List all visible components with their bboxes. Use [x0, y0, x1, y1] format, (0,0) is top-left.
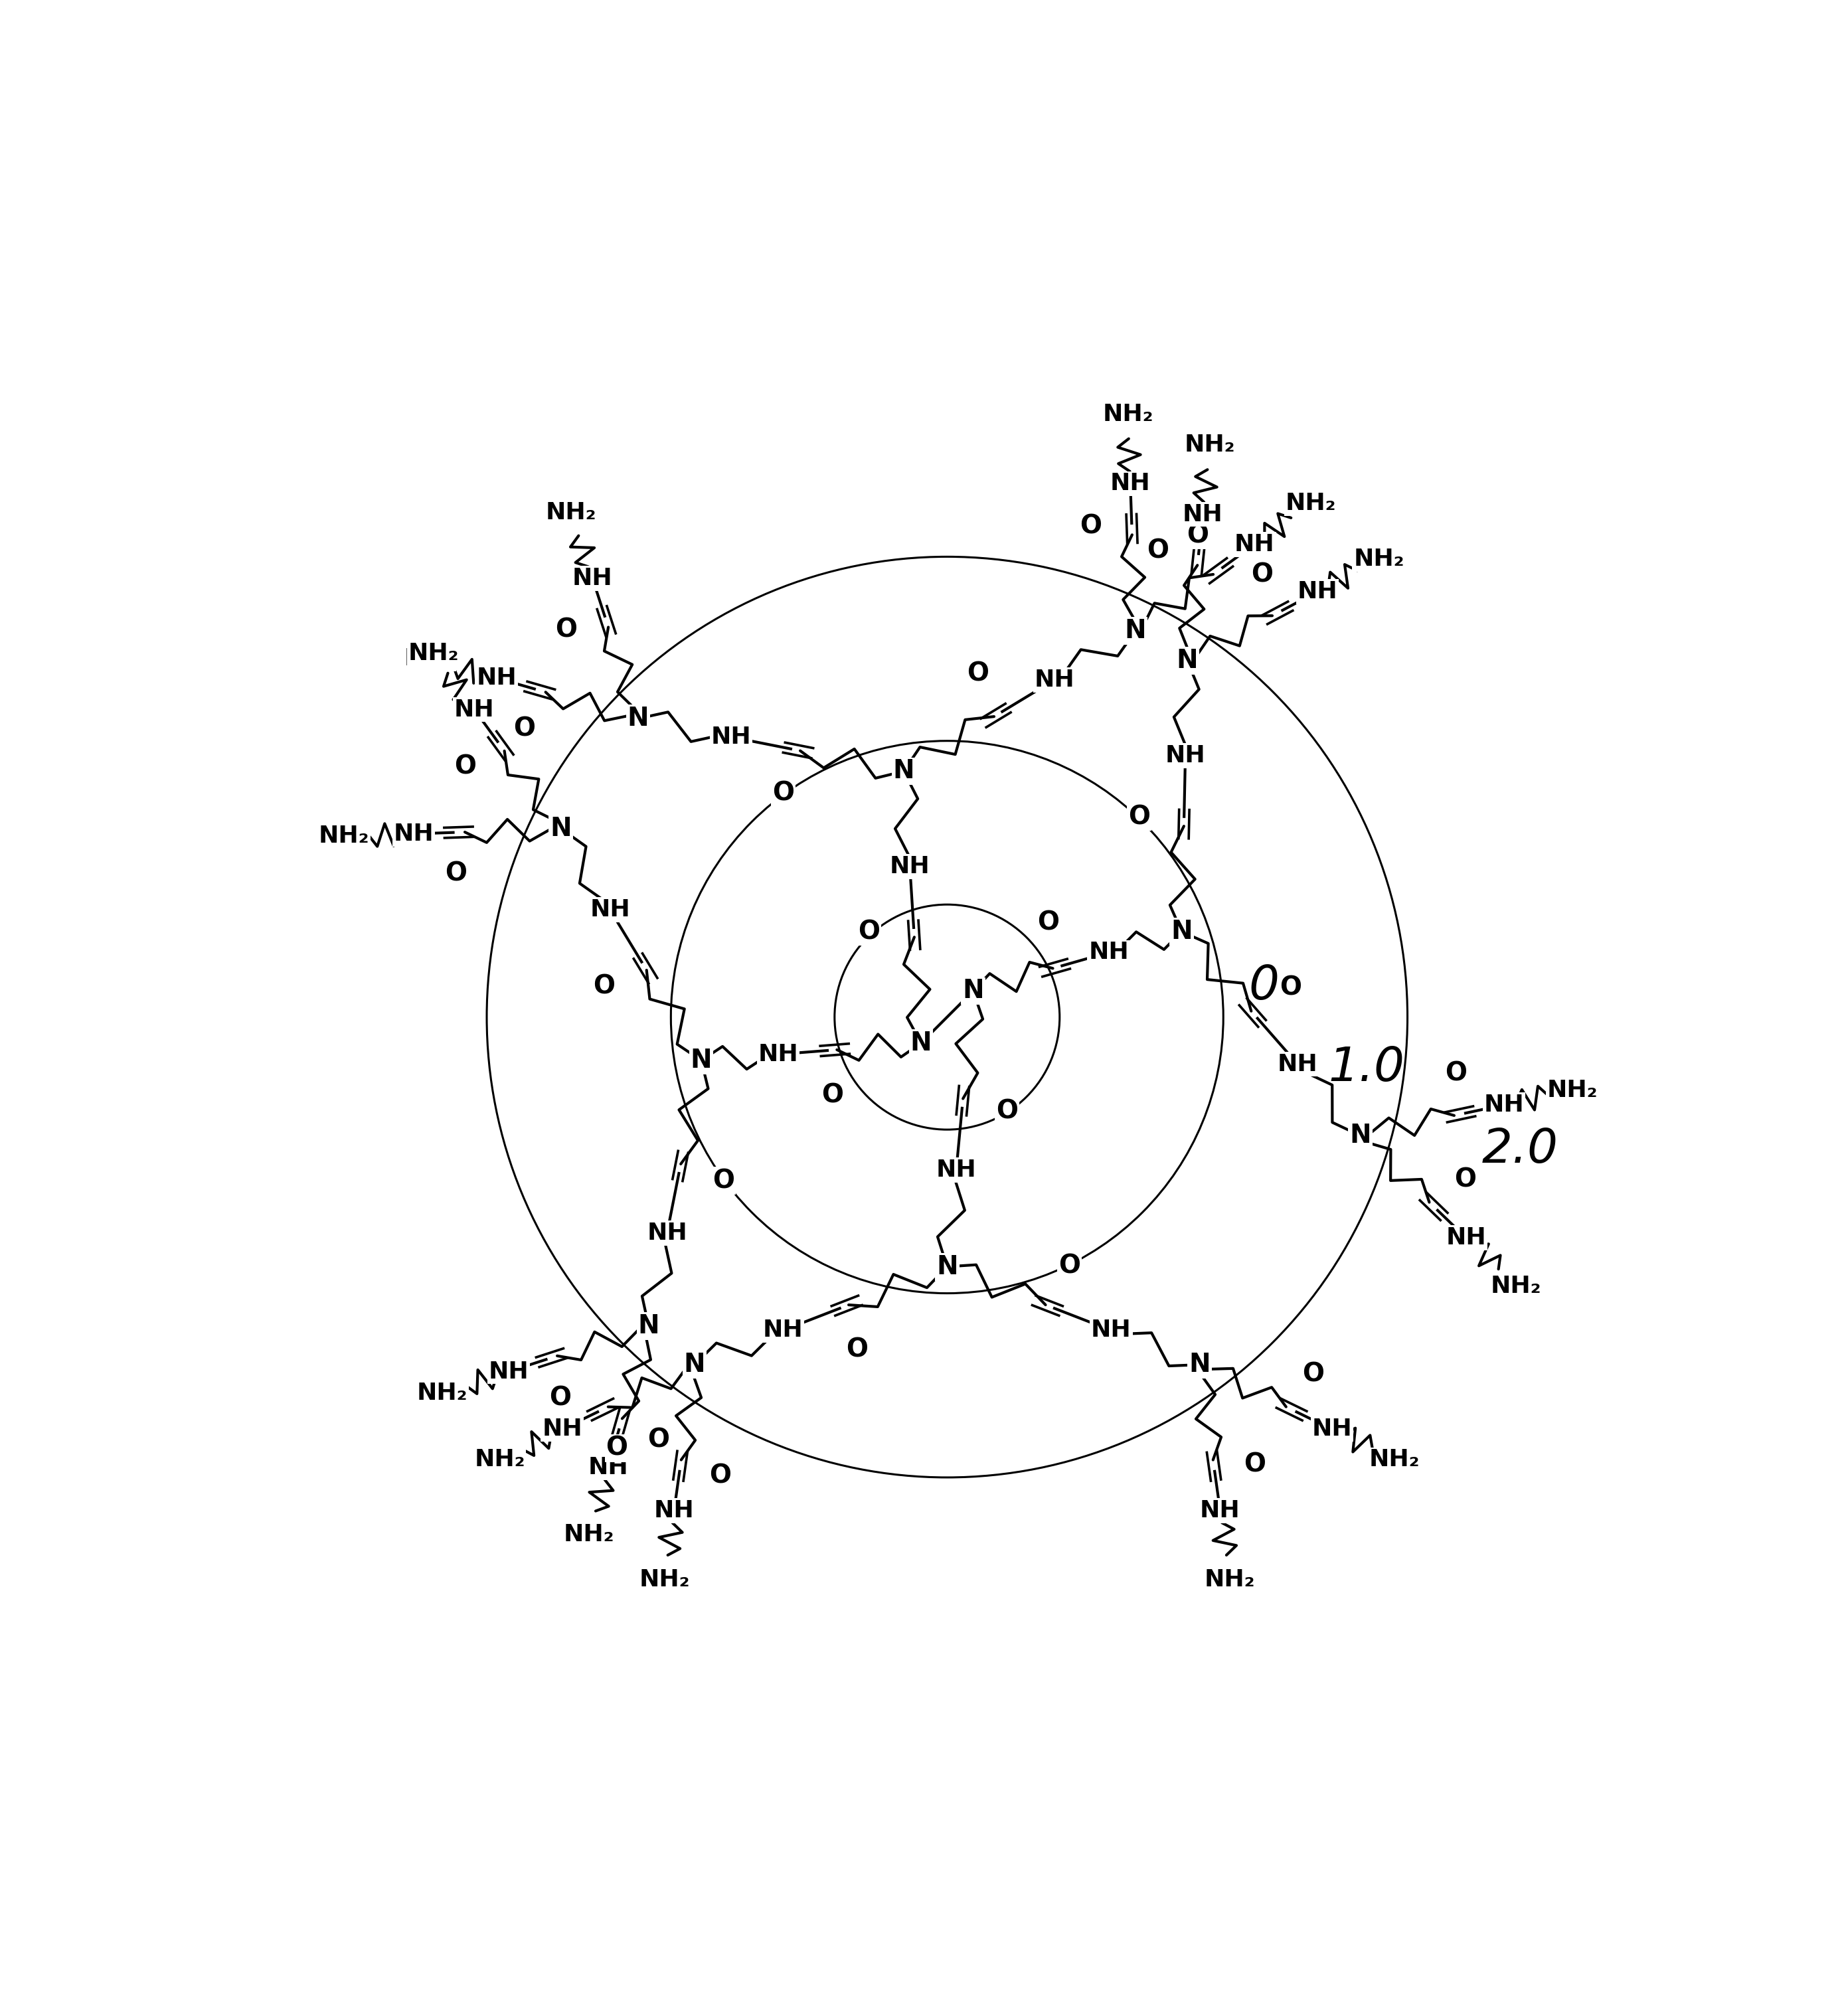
Text: NH: NH [394, 822, 434, 846]
Text: NH: NH [588, 1456, 628, 1478]
Text: NH: NH [1199, 1498, 1240, 1523]
Text: O: O [1186, 524, 1209, 548]
Text: NH: NH [1090, 1319, 1131, 1341]
Text: N: N [937, 1255, 957, 1279]
Text: N: N [911, 1031, 931, 1055]
Text: N: N [1188, 1351, 1210, 1378]
Text: N: N [1125, 618, 1146, 644]
Text: NH₂: NH₂ [320, 826, 370, 848]
Text: NH: NH [590, 898, 630, 920]
Text: NH: NH [937, 1158, 976, 1182]
Text: NH: NH [1183, 504, 1223, 526]
Text: O: O [857, 918, 880, 945]
Text: N: N [1177, 649, 1198, 673]
Text: NH₂: NH₂ [418, 1382, 468, 1404]
Text: NH: NH [477, 667, 517, 689]
Text: NH₂: NH₂ [1205, 1569, 1255, 1591]
Text: NH₂: NH₂ [564, 1523, 614, 1547]
Text: N: N [638, 1313, 660, 1339]
Text: NH: NH [1088, 941, 1129, 965]
Text: NH₂: NH₂ [545, 501, 597, 524]
Text: NH: NH [647, 1222, 687, 1245]
Text: NH: NH [455, 699, 495, 721]
Text: O: O [821, 1084, 843, 1108]
Text: O: O [1303, 1361, 1325, 1388]
Text: O: O [1454, 1168, 1477, 1192]
Text: O: O [1445, 1061, 1467, 1086]
Text: N: N [1349, 1124, 1371, 1148]
Text: 0: 0 [1249, 963, 1279, 1009]
Text: NH₂: NH₂ [1185, 433, 1236, 457]
Text: NH: NH [1484, 1094, 1525, 1116]
Text: O: O [996, 1098, 1018, 1124]
Text: O: O [1148, 538, 1168, 564]
Text: O: O [1279, 975, 1301, 1001]
Text: NH: NH [654, 1498, 695, 1523]
Text: O: O [593, 975, 615, 999]
Text: N: N [1172, 918, 1192, 945]
Text: O: O [554, 618, 577, 642]
Text: N: N [963, 979, 983, 1003]
Text: O: O [1251, 562, 1273, 588]
Text: NH₂: NH₂ [1286, 491, 1336, 516]
Text: N: N [691, 1047, 711, 1073]
Text: O: O [514, 717, 536, 741]
Text: NH₂: NH₂ [1547, 1080, 1599, 1102]
Text: NH₂: NH₂ [1103, 403, 1153, 425]
Text: O: O [647, 1428, 669, 1452]
Text: O: O [445, 860, 468, 886]
Text: O: O [1079, 514, 1101, 538]
Text: O: O [1127, 804, 1149, 830]
Text: O: O [710, 1462, 732, 1488]
Text: NH₂: NH₂ [1353, 548, 1404, 570]
Text: O: O [455, 753, 477, 779]
Text: NH₂: NH₂ [1369, 1448, 1419, 1470]
Text: NH: NH [1445, 1227, 1486, 1249]
Text: NH: NH [763, 1319, 804, 1341]
Text: O: O [772, 781, 795, 806]
Text: NH: NH [758, 1043, 798, 1065]
Text: NH: NH [1234, 534, 1275, 556]
Text: NH₂: NH₂ [408, 642, 458, 665]
Text: NH: NH [1111, 473, 1151, 495]
Text: 1.0: 1.0 [1329, 1045, 1404, 1092]
Text: O: O [846, 1337, 869, 1361]
Text: O: O [711, 1168, 734, 1194]
Text: NH₂: NH₂ [639, 1569, 689, 1591]
Text: N: N [551, 816, 571, 842]
Text: NH: NH [488, 1359, 529, 1384]
Text: NH₂: NH₂ [405, 649, 455, 671]
Text: NH: NH [1035, 669, 1074, 691]
Text: NH: NH [1277, 1053, 1318, 1075]
Text: NH: NH [889, 856, 930, 878]
Text: N: N [626, 707, 649, 731]
Text: N: N [893, 759, 915, 783]
Text: 2.0: 2.0 [1482, 1128, 1558, 1172]
Text: NH: NH [1166, 745, 1205, 767]
Text: NH: NH [541, 1418, 582, 1440]
Text: NH: NH [711, 725, 750, 749]
Text: O: O [967, 661, 989, 687]
Text: O: O [1244, 1452, 1266, 1476]
Text: O: O [1059, 1253, 1081, 1279]
Text: O: O [1037, 910, 1059, 934]
Text: NH: NH [1312, 1418, 1353, 1440]
Text: NH₂: NH₂ [475, 1448, 525, 1470]
Text: O: O [549, 1386, 571, 1410]
Text: N: N [684, 1351, 706, 1378]
Text: NH: NH [573, 568, 614, 590]
Text: O: O [606, 1436, 628, 1460]
Text: NH₂: NH₂ [1491, 1275, 1541, 1297]
Text: NH: NH [1297, 580, 1338, 602]
